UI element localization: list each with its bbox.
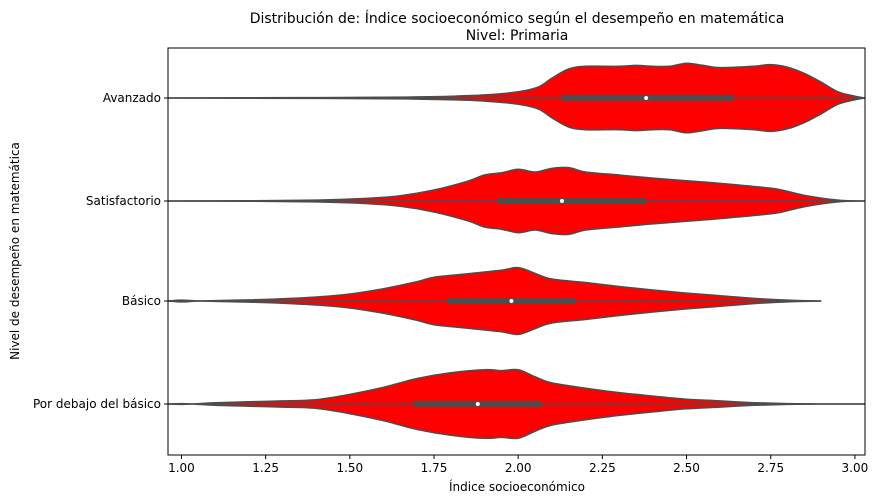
y-axis: Avanzado Satisfactorio Básico Por debajo de…	[33, 91, 168, 411]
chart-title: Distribución de: Índice socioeconómico s…	[250, 10, 785, 27]
y-tick-label: Satisfactorio	[86, 194, 161, 208]
plot-area	[167, 62, 866, 440]
violin-median	[644, 96, 649, 100]
x-tick-label: 1.50	[336, 461, 363, 475]
y-tick-label: Avanzado	[103, 91, 161, 105]
x-tick-label: 2.50	[673, 461, 700, 475]
x-tick-label: 1.75	[421, 461, 448, 475]
violin-median	[509, 299, 514, 303]
violin-median	[475, 402, 480, 406]
y-tick-label: Básico	[122, 294, 161, 308]
y-tick-label: Por debajo del básico	[33, 397, 161, 411]
chart-subtitle: Nivel: Primaria	[466, 28, 569, 44]
x-axis-label: Índice socioeconómico	[449, 479, 585, 494]
plot-frame	[167, 47, 866, 456]
x-tick-label: 3.00	[842, 461, 869, 475]
x-tick-label: 2.00	[505, 461, 532, 475]
y-axis-label: Nivel de desempeño en matemática	[8, 142, 22, 360]
x-axis: 1.00 1.25 1.50 1.75 2.00 2.25 2.50 2.75 3.00	[168, 455, 868, 475]
violin-median	[559, 199, 564, 203]
x-tick-label: 2.25	[589, 461, 616, 475]
x-tick-label: 1.25	[252, 461, 279, 475]
violin-iqr-box	[497, 198, 647, 204]
x-tick-label: 1.00	[168, 461, 195, 475]
x-tick-label: 2.75	[757, 461, 784, 475]
